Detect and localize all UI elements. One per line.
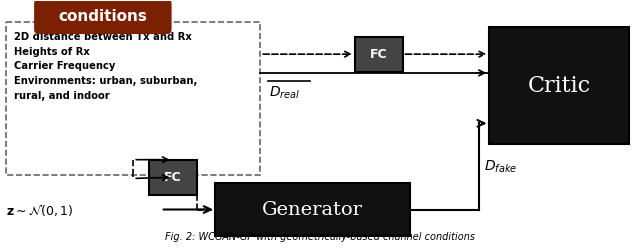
Bar bbox=[148, 160, 196, 195]
Text: Critic: Critic bbox=[527, 75, 591, 97]
Text: $D_{fake}$: $D_{fake}$ bbox=[484, 158, 518, 175]
Bar bbox=[216, 183, 410, 236]
Text: conditions: conditions bbox=[58, 9, 147, 24]
Text: 2D distance between Tx and Rx
Heights of Rx
Carrier Frequency
Environments: urba: 2D distance between Tx and Rx Heights of… bbox=[14, 32, 198, 101]
FancyBboxPatch shape bbox=[35, 0, 170, 33]
Text: Generator: Generator bbox=[262, 200, 363, 219]
Text: FC: FC bbox=[164, 171, 182, 184]
Bar bbox=[355, 37, 403, 72]
Text: $D_{real}$: $D_{real}$ bbox=[269, 85, 301, 101]
Text: Fig. 2: WCGAN-GP with geometrically-based channel conditions: Fig. 2: WCGAN-GP with geometrically-base… bbox=[165, 232, 475, 242]
Text: FC: FC bbox=[370, 48, 388, 61]
Bar bbox=[489, 27, 628, 144]
Bar bbox=[6, 22, 260, 175]
Text: $\mathbf{z}{\sim}\mathcal{N}(0,1)$: $\mathbf{z}{\sim}\mathcal{N}(0,1)$ bbox=[6, 201, 74, 218]
